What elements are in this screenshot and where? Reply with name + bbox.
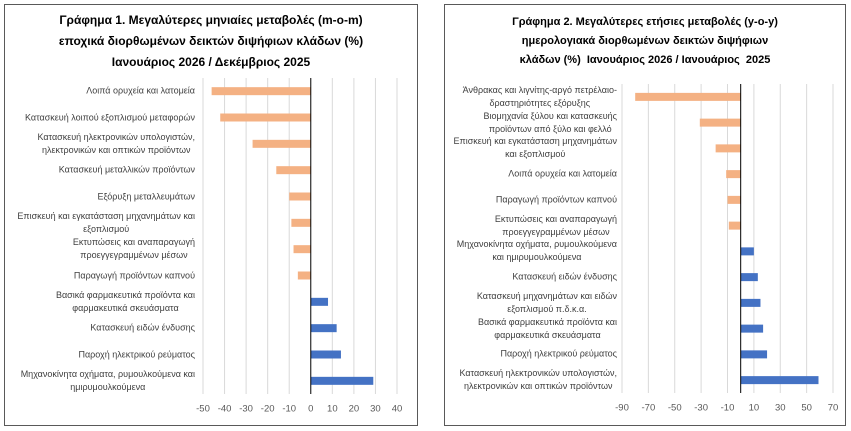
category-label: Λοιπά ορυχεία και λατομεία: [86, 85, 195, 96]
x-tick-label: 50: [801, 403, 812, 414]
x-tick-label: -50: [668, 403, 682, 414]
bar: [726, 170, 741, 179]
x-tick-label: -50: [196, 404, 210, 415]
x-tick-label: -10: [282, 404, 296, 415]
x-tick-label: -40: [218, 404, 232, 415]
bar: [297, 271, 311, 280]
category-label: Εξόρυξη μεταλλευμάτων: [97, 191, 195, 201]
bar: [276, 166, 311, 175]
chart-panel-monthly-changes: Γράφημα 1. Μεγαλύτερες μηνιαίες μεταβολέ…: [4, 4, 418, 426]
bar: [715, 144, 741, 153]
category-label: Κατασκευή μηχανημάτων και ειδών εξοπλισμ…: [476, 290, 617, 314]
category-label: Παραγωγή προϊόντων καπνού: [73, 270, 195, 280]
category-axis: Λοιπά ορυχεία και λατομεία Κατασκευή λοιπ…: [5, 5, 417, 425]
x-tick-label: 40: [392, 404, 403, 415]
category-label: Βασικά φαρμακευτικά προϊόντα και φαρμακε…: [55, 289, 195, 313]
plot-area: -50 -40 -30 -20 -10 0 10 20 30 40: [196, 78, 403, 415]
category-label: Κατασκευή λοιπού εξοπλισμού μεταφορών: [25, 112, 195, 122]
category-label: Παροχή ηλεκτρικού ρεύματος: [500, 348, 617, 359]
category-label: Κατασκευή ηλεκτρονικών υπολογιστών, ηλεκ…: [37, 131, 195, 155]
x-tick-label: -90: [615, 403, 629, 414]
chart-panel-yearly-changes: Γράφημα 2. Μεγαλύτερες ετήσιες μεταβολές…: [444, 4, 846, 426]
category-label: Εκτυπώσεις και αναπαραγωγή προεγγεγραμμέ…: [494, 213, 617, 237]
chart-title: Γράφημα 1. Μεγαλύτερες μηνιαίες μεταβολέ…: [58, 13, 364, 69]
bar: [291, 218, 311, 227]
x-tick-label: 30: [775, 403, 786, 414]
bar: [211, 87, 311, 96]
category-label: Λοιπά ορυχεία και λατομεία: [508, 168, 617, 179]
bar: [310, 324, 337, 333]
x-tick-label: -20: [261, 404, 275, 415]
category-label: Κατασκευή μεταλλικών προϊόντων: [58, 164, 195, 175]
x-tick-label: 10: [749, 403, 760, 414]
bar: [310, 376, 374, 385]
bar: [740, 273, 758, 282]
category-label: Άνθρακας και λιγνίτης-αργό πετρέλαιο- δρ…: [462, 84, 617, 108]
category-label: Μηχανοκίνητα οχήματα, ρυμουλκούμενα και …: [456, 239, 617, 263]
x-tick-label: 20: [349, 404, 360, 415]
category-label: Παραγωγή προϊόντων καπνού: [495, 194, 617, 205]
bar: [220, 113, 311, 122]
bar: [310, 350, 341, 359]
bar: [740, 376, 819, 385]
category-axis: Άνθρακας και λιγνίτης-αργό πετρέλαιο- δρ…: [445, 5, 845, 425]
bar: [310, 297, 329, 306]
x-tick-label: 10: [327, 404, 338, 415]
x-tick-label: -70: [642, 403, 656, 414]
bar: [289, 192, 311, 201]
category-label: Εκτυπώσεις και αναπαραγωγή προεγγεγραμμέ…: [72, 237, 195, 261]
bar: [727, 195, 741, 204]
category-label: Κατασκευή ηλεκτρονικών υπολογιστών, ηλεκ…: [459, 368, 617, 392]
category-label: Μηχανοκίνητα οχήματα, ρυμουλκούμενα και …: [20, 368, 195, 392]
bar: [740, 350, 768, 359]
bar: [740, 324, 764, 333]
x-tick-label: -10: [721, 403, 735, 414]
x-tick-label: -30: [239, 404, 253, 415]
category-label: Επισκευή και εγκατάσταση μηχανημάτων και…: [17, 210, 195, 234]
category-label: Επισκευή και εγκατάσταση μηχανημάτων και…: [453, 136, 617, 160]
category-label: Κατασκευή ειδών ένδυσης: [512, 271, 617, 282]
plot-area: -90 -70 -50 -30 -10 10 30 50 70: [615, 84, 839, 414]
chart-title: Γράφημα 2. Μεγαλύτερες ετήσιες μεταβολές…: [512, 16, 778, 66]
category-label: Βασικά φαρμακευτικά προϊόντα και φαρμακε…: [477, 316, 617, 340]
bar: [740, 298, 761, 307]
category-label: Κατασκευή ειδών ένδυσης: [90, 322, 195, 333]
x-tick-label: -30: [694, 403, 708, 414]
x-tick-label: 70: [828, 403, 839, 414]
category-label: Βιομηχανία ξύλου και κατασκευής προϊόντω…: [483, 110, 617, 134]
bar: [740, 247, 754, 256]
bar: [699, 118, 741, 127]
bar: [635, 92, 741, 101]
x-tick-label: 0: [308, 404, 313, 415]
bar: [252, 139, 311, 148]
x-tick-label: 30: [370, 404, 381, 415]
bar: [293, 245, 311, 254]
bar: [728, 221, 741, 230]
category-label: Παροχή ηλεκτρικού ρεύματος: [78, 349, 195, 359]
